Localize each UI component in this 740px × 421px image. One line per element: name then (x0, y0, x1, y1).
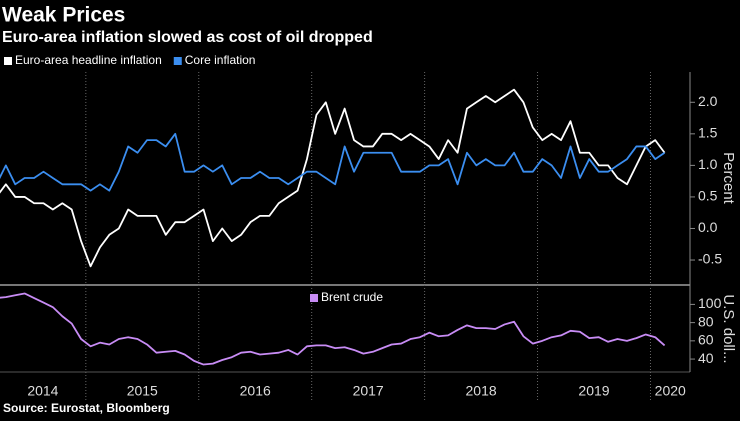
y-axis-label: Percent (720, 152, 737, 205)
x-tick-label: 2018 (466, 383, 497, 399)
y-tick-label: 1.5 (698, 125, 718, 141)
x-tick-label: 2015 (127, 383, 158, 399)
y-tick-label: 40 (698, 350, 714, 366)
plot-area (0, 88, 666, 268)
y-tick-label: 60 (698, 332, 714, 348)
series-line (0, 292, 666, 366)
plot-area (0, 292, 666, 366)
chart-title: Weak Prices (2, 4, 125, 27)
x-tick-label: 2016 (240, 383, 271, 399)
source: Source: Eurostat, Bloomberg (3, 401, 170, 415)
y-tick-label: 100 (698, 295, 722, 311)
y-tick-label: 0.0 (698, 219, 718, 235)
y-tick-label: 0.5 (698, 188, 718, 204)
y-axis-label: U.S. doll... (720, 294, 737, 363)
x-tick-label: 2020 (655, 383, 686, 399)
y-tick-label: 80 (698, 313, 714, 329)
x-tick-label: 2017 (353, 383, 384, 399)
series-line (0, 88, 666, 268)
y-tick-label: 1.0 (698, 156, 718, 172)
series-line (0, 132, 666, 192)
legend-swatch (4, 57, 12, 65)
x-tick-label: 2014 (27, 383, 58, 399)
legend-label: Brent crude (321, 290, 383, 304)
legend-swatch (173, 57, 182, 65)
chart-subtitle: Euro-area inflation slowed as cost of oi… (2, 29, 373, 46)
x-tick-label: 2019 (578, 383, 609, 399)
legend-swatch (310, 294, 318, 302)
y-tick-label: 2.0 (698, 93, 718, 109)
legend-label: Euro-area headline inflation (15, 53, 162, 67)
legend-label: Core inflation (185, 53, 256, 67)
y-tick-label: -0.5 (698, 251, 722, 267)
